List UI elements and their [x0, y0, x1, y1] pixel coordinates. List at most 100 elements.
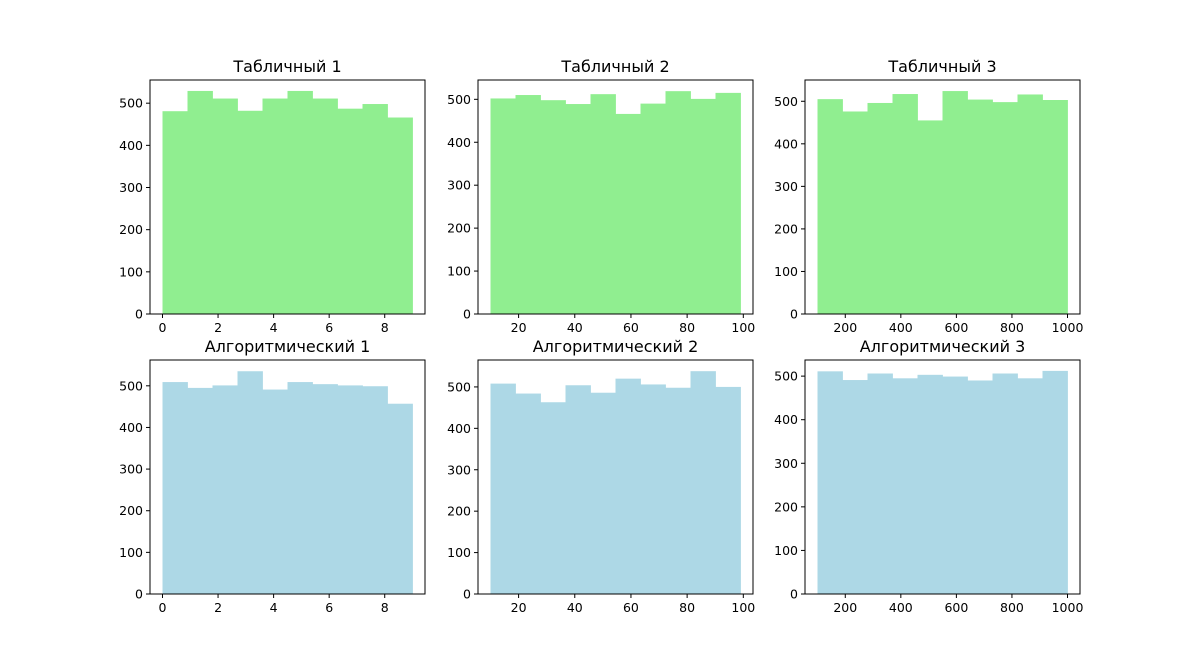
- histogram-bar: [892, 94, 918, 314]
- subplot-title: Алгоритмический 2: [533, 337, 699, 356]
- histogram-bar: [917, 374, 943, 594]
- x-tick-label: 800: [1000, 320, 1024, 335]
- histogram-bar: [287, 90, 313, 315]
- histogram-bar: [917, 120, 943, 314]
- histogram-bar: [337, 385, 363, 594]
- histogram-bar: [992, 373, 1018, 594]
- subplot-2: Табличный 2 20 40 60 80 100 0 100 200 300 400 500: [447, 57, 755, 335]
- histogram-bar: [967, 380, 993, 594]
- histogram-bar: [715, 386, 741, 594]
- y-tick-label: 300: [119, 462, 143, 477]
- histogram-bar: [515, 393, 541, 594]
- x-tick-label: 40: [567, 320, 583, 335]
- histogram-bar: [892, 378, 918, 594]
- x-tick-label: 600: [944, 320, 968, 335]
- y-tick-label: 300: [774, 179, 798, 194]
- y-tick-label: 400: [447, 421, 471, 436]
- x-tick-label: 6: [325, 600, 333, 615]
- histogram-bar: [490, 383, 516, 594]
- axes-frame: [477, 79, 754, 315]
- histogram-bar: [387, 117, 413, 315]
- x-tick-label: 100: [731, 320, 755, 335]
- x-tick-label: 400: [889, 600, 913, 615]
- x-tick-label: 8: [381, 600, 389, 615]
- x-tick-label: 200: [833, 320, 857, 335]
- y-tick-label: 500: [119, 96, 143, 111]
- y-tick-label: 400: [774, 136, 798, 151]
- histogram-bar: [540, 100, 566, 315]
- y-tick-label: 200: [774, 221, 798, 236]
- x-tick-label: 2: [214, 600, 222, 615]
- histogram-bar: [262, 98, 288, 314]
- axes-frame: [804, 359, 1081, 595]
- y-tick-label: 0: [135, 307, 143, 322]
- y-tick-label: 300: [774, 456, 798, 471]
- y-tick-label: 200: [119, 503, 143, 518]
- y-tick-label: 0: [463, 587, 471, 602]
- subplot-1: Табличный 1 0 2 4 6 8 0 100 200 300 400 500: [119, 57, 426, 335]
- x-tick-label: 4: [270, 320, 278, 335]
- histogram-bar: [212, 98, 238, 314]
- histogram-bar: [867, 102, 893, 314]
- histogram-bar: [262, 389, 288, 594]
- y-tick-label: 200: [119, 222, 143, 237]
- x-tick-label: 20: [511, 600, 527, 615]
- y-tick-label: 300: [447, 178, 471, 193]
- x-tick-label: 100: [731, 600, 755, 615]
- histogram-bar: [337, 108, 363, 314]
- y-tick-label: 100: [119, 264, 143, 279]
- x-tick-label: 400: [889, 320, 913, 335]
- subplot-3: Табличный 3 200 400 600 800 1000 0 100 200 300 400…: [774, 57, 1083, 335]
- histogram-bar: [162, 111, 188, 314]
- x-tick-label: 6: [325, 320, 333, 335]
- subplot-5: Алгоритмический 2 20 40 60 80 100 0 100 200 300 40…: [447, 337, 755, 615]
- x-tick-label: 1000: [1052, 320, 1084, 335]
- y-tick-label: 500: [774, 369, 798, 384]
- x-tick-label: 1000: [1052, 600, 1084, 615]
- y-tick-label: 0: [790, 307, 798, 322]
- x-tick-label: 200: [833, 600, 857, 615]
- histogram-bar: [1042, 100, 1068, 314]
- histogram-bar: [187, 90, 213, 315]
- histogram-bar: [1042, 370, 1068, 594]
- y-tick-label: 500: [774, 94, 798, 109]
- axes-frame: [804, 79, 1081, 315]
- histogram-bar: [1017, 378, 1043, 594]
- histogram-bar: [615, 378, 641, 594]
- axes-frame: [477, 359, 754, 595]
- y-tick-label: 0: [463, 307, 471, 322]
- histogram-bar: [490, 98, 516, 315]
- x-tick-label: 60: [623, 600, 639, 615]
- histogram-bar: [362, 104, 388, 314]
- x-tick-label: 800: [1000, 600, 1024, 615]
- histogram-bar: [387, 403, 413, 594]
- subplot-title: Табличный 2: [560, 57, 669, 76]
- histogram-bar: [162, 382, 188, 594]
- y-tick-label: 400: [119, 420, 143, 435]
- y-tick-label: 400: [119, 138, 143, 153]
- x-tick-label: 20: [511, 320, 527, 335]
- histogram-bar: [515, 95, 541, 314]
- y-tick-label: 500: [447, 379, 471, 394]
- histogram-bar: [212, 385, 238, 594]
- y-tick-label: 400: [447, 135, 471, 150]
- x-tick-label: 0: [159, 320, 167, 335]
- histogram-bar: [590, 392, 616, 594]
- histogram-bar: [867, 373, 893, 594]
- histogram-bar: [565, 385, 591, 594]
- y-tick-label: 200: [447, 504, 471, 519]
- histogram-bar: [715, 92, 741, 314]
- axes-frame: [149, 79, 426, 315]
- histogram-bar: [942, 91, 968, 314]
- x-tick-label: 60: [623, 320, 639, 335]
- histogram-bar: [942, 376, 968, 594]
- histogram-bar: [665, 91, 691, 314]
- x-tick-label: 8: [381, 320, 389, 335]
- y-tick-label: 500: [119, 378, 143, 393]
- histogram-bar: [817, 99, 843, 315]
- y-tick-label: 500: [447, 92, 471, 107]
- histogram-bar: [690, 98, 716, 314]
- histogram-bar: [842, 111, 868, 314]
- histogram-bar: [1017, 94, 1043, 314]
